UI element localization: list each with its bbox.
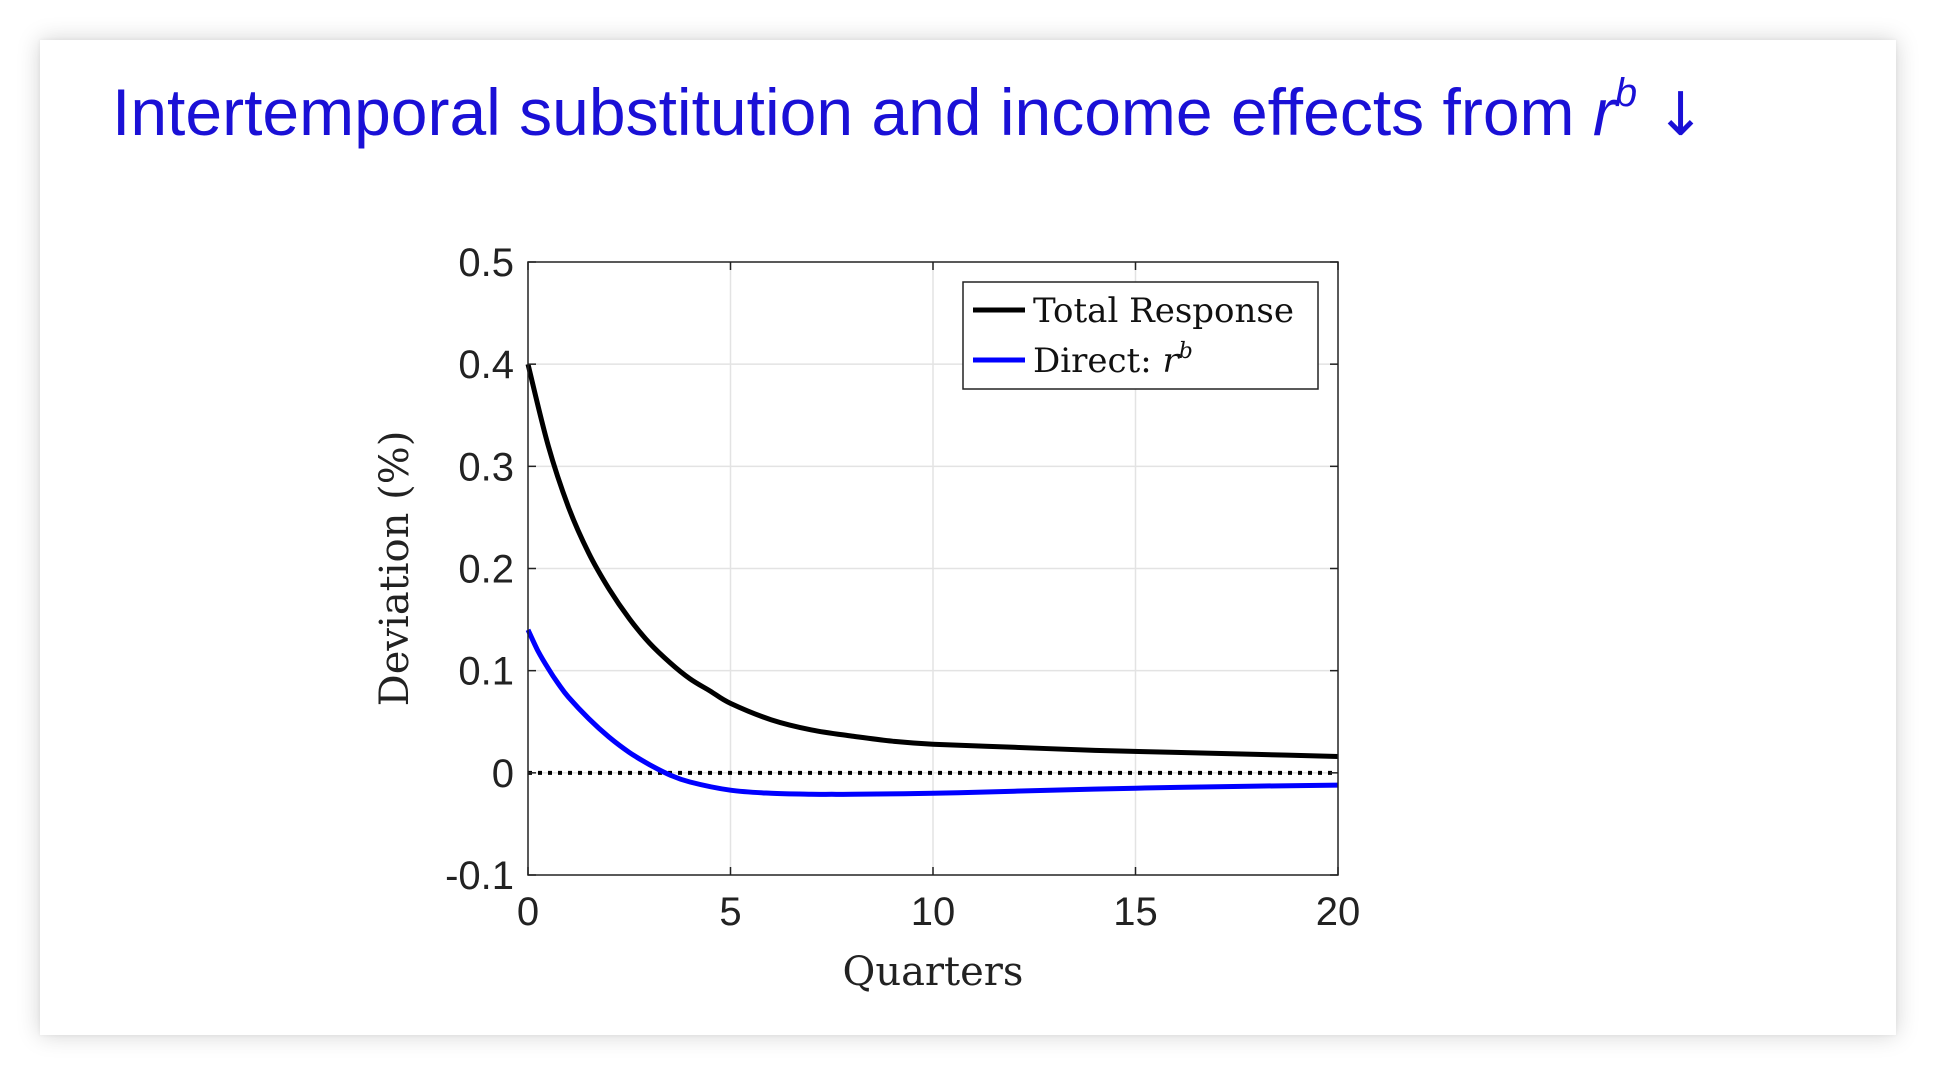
x-tick-labels: 0 5 10 15 20 bbox=[517, 890, 1360, 934]
x-tick-label: 15 bbox=[1113, 890, 1158, 934]
slide: Intertemporal substitution and income ef… bbox=[40, 40, 1896, 1035]
y-tick-labels: -0.1 0 0.1 0.2 0.3 0.4 0.5 bbox=[445, 241, 514, 898]
tick-marks bbox=[527, 261, 1339, 876]
legend-box bbox=[962, 281, 1319, 390]
x-tick-label: 10 bbox=[911, 890, 956, 934]
y-tick-label: 0.4 bbox=[458, 343, 514, 387]
x-tick-label: 5 bbox=[719, 890, 741, 934]
slide-title-superscript: b bbox=[1614, 71, 1638, 115]
x-tick-label: 0 bbox=[517, 890, 539, 934]
legend-label-direct-text: Direct: bbox=[1033, 341, 1162, 381]
y-tick-label: 0.2 bbox=[458, 548, 514, 592]
slide-title-variable: r bbox=[1592, 75, 1615, 149]
down-arrow-icon: ↓ bbox=[1655, 80, 1706, 150]
legend-label-direct-superscript: b bbox=[1179, 339, 1193, 364]
legend-label-total-response: Total Response bbox=[1033, 291, 1294, 331]
x-tick-label: 20 bbox=[1316, 890, 1361, 934]
y-tick-label: -0.1 bbox=[445, 854, 514, 898]
legend-label-direct: Direct: rb bbox=[1033, 339, 1193, 381]
slide-title: Intertemporal substitution and income ef… bbox=[112, 70, 1706, 156]
y-tick-label: 0.3 bbox=[458, 445, 514, 489]
series-line-0 bbox=[525, 363, 1339, 759]
x-axis-title: Quarters bbox=[843, 949, 1024, 995]
series-line-1 bbox=[525, 628, 1339, 797]
slide-title-text: Intertemporal substitution and income ef… bbox=[112, 75, 1575, 149]
y-axis-title: Deviation (%) bbox=[372, 431, 418, 707]
y-tick-label: 0.5 bbox=[458, 241, 514, 285]
y-tick-label: 0 bbox=[492, 752, 514, 796]
series-layer bbox=[525, 363, 1339, 797]
legend-label-direct-variable: r bbox=[1162, 341, 1180, 381]
y-tick-label: 0.1 bbox=[458, 650, 514, 694]
legend: Total Response Direct: rb bbox=[962, 281, 1319, 390]
